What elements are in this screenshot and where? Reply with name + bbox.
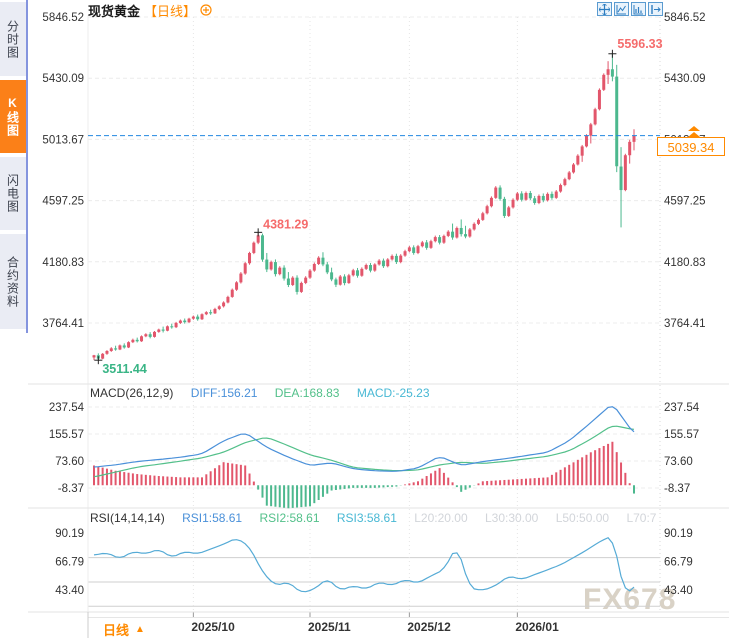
svg-text:5596.33: 5596.33 bbox=[617, 37, 662, 51]
period-up-arrow-icon: ▲ bbox=[135, 624, 145, 635]
sidebar-tab-lightning[interactable]: 闪电图 bbox=[0, 157, 26, 230]
rsi1-value: RSI1:58.61 bbox=[182, 511, 243, 525]
svg-text:43.40: 43.40 bbox=[55, 585, 84, 597]
price-up-arrows-icon bbox=[688, 126, 700, 138]
svg-text:90.19: 90.19 bbox=[55, 528, 84, 540]
rsi-l50-level: L50:50.00 bbox=[555, 511, 610, 525]
symbol-name: 现货黄金 bbox=[88, 3, 141, 19]
pan-crosshair-icon[interactable] bbox=[597, 2, 612, 16]
sidebar-tab-kline[interactable]: K线图 bbox=[0, 80, 26, 153]
svg-text:2026/01: 2026/01 bbox=[515, 620, 559, 634]
exit-chart-icon[interactable] bbox=[648, 2, 663, 16]
macd-hist-value: MACD:-25.23 bbox=[356, 386, 430, 400]
macd-dea-value: DEA:168.83 bbox=[274, 386, 340, 400]
chart-settings-icon[interactable] bbox=[200, 4, 212, 16]
svg-text:-8.37: -8.37 bbox=[664, 483, 690, 495]
svg-text:5846.52: 5846.52 bbox=[42, 12, 84, 24]
svg-text:73.60: 73.60 bbox=[55, 456, 84, 468]
indicator-scale-icon[interactable] bbox=[631, 2, 646, 16]
rsi-header: RSI(14,14,14) RSI1:58.61 RSI2:58.61 RSI3… bbox=[90, 511, 670, 526]
svg-text:3764.41: 3764.41 bbox=[664, 318, 706, 330]
svg-text:5013.67: 5013.67 bbox=[42, 134, 84, 146]
svg-text:2025/11: 2025/11 bbox=[308, 620, 351, 634]
chart-title-bar: 现货黄金 【日线】 bbox=[88, 2, 212, 19]
svg-text:4597.25: 4597.25 bbox=[42, 196, 84, 208]
rsi-l30-level: L30:30.00 bbox=[484, 511, 539, 525]
macd-title: MACD(26,12,9) bbox=[90, 386, 174, 400]
svg-text:4180.83: 4180.83 bbox=[42, 257, 84, 269]
period-tag: 【日线】 bbox=[144, 3, 197, 19]
period-label: 日线 bbox=[103, 623, 130, 638]
sidebar-tab-timeshare[interactable]: 分时图 bbox=[0, 2, 26, 76]
svg-text:155.57: 155.57 bbox=[49, 429, 84, 441]
svg-text:237.54: 237.54 bbox=[664, 402, 700, 414]
current-price-badge: 5039.34 bbox=[657, 137, 725, 156]
svg-text:5430.09: 5430.09 bbox=[664, 73, 706, 85]
svg-text:5430.09: 5430.09 bbox=[42, 73, 84, 85]
svg-text:4180.83: 4180.83 bbox=[664, 257, 706, 269]
rsi3-value: RSI3:58.61 bbox=[336, 511, 397, 525]
chart-toolbar bbox=[597, 2, 663, 16]
svg-text:4381.29: 4381.29 bbox=[263, 217, 308, 231]
watermark: FX678 bbox=[583, 583, 677, 616]
sidebar-tab-contract-info[interactable]: 合约资料 bbox=[0, 234, 26, 329]
period-selector[interactable]: 日线 ▲ bbox=[103, 620, 145, 638]
rsi-l20-level: L20:20.00 bbox=[414, 511, 468, 525]
macd-diff-value: DIFF:156.21 bbox=[190, 386, 258, 400]
svg-text:66.79: 66.79 bbox=[664, 557, 693, 569]
svg-text:2025/10: 2025/10 bbox=[191, 620, 235, 634]
rsi-l70-level: L70:7 bbox=[626, 511, 657, 525]
svg-text:5846.52: 5846.52 bbox=[664, 12, 706, 24]
svg-text:237.54: 237.54 bbox=[49, 402, 85, 414]
rsi2-value: RSI2:58.61 bbox=[259, 511, 320, 525]
svg-text:90.19: 90.19 bbox=[664, 528, 693, 540]
svg-text:73.60: 73.60 bbox=[664, 456, 693, 468]
rsi-title: RSI(14,14,14) bbox=[90, 511, 165, 525]
svg-text:66.79: 66.79 bbox=[55, 557, 84, 569]
indicator-window-icon[interactable] bbox=[614, 2, 629, 16]
svg-text:3764.41: 3764.41 bbox=[42, 318, 84, 330]
svg-text:2025/12: 2025/12 bbox=[407, 620, 451, 634]
svg-text:155.57: 155.57 bbox=[664, 429, 699, 441]
sidebar-divider bbox=[26, 0, 28, 333]
svg-text:4597.25: 4597.25 bbox=[664, 196, 706, 208]
svg-text:-8.37: -8.37 bbox=[58, 483, 84, 495]
svg-text:3511.44: 3511.44 bbox=[102, 362, 147, 376]
macd-header: MACD(26,12,9) DIFF:156.21 DEA:168.83 MAC… bbox=[90, 386, 444, 401]
